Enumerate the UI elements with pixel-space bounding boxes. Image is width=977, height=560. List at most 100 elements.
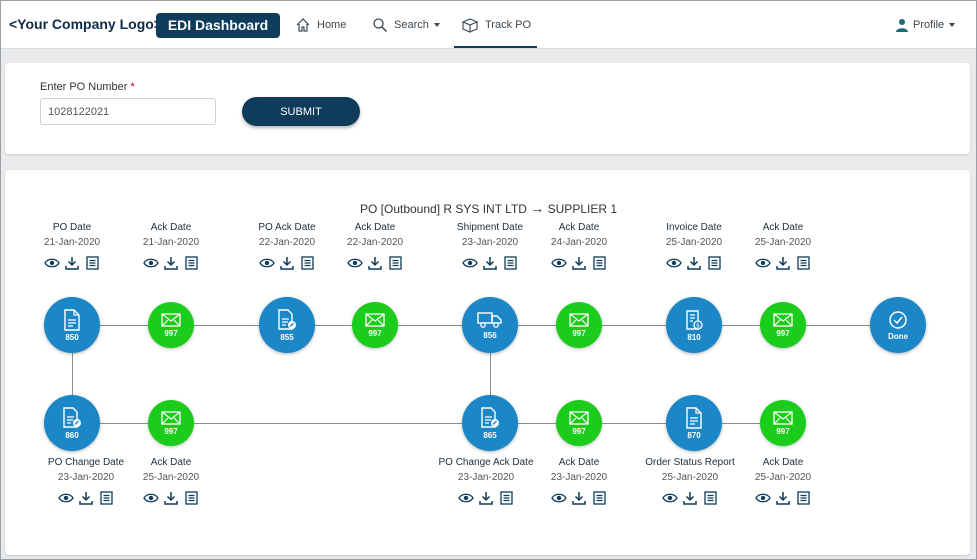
document-icon[interactable] [502,256,518,270]
bottom-node-5[interactable]: 997 [760,400,806,446]
eye-icon[interactable] [143,491,159,505]
nav-profile-label: Profile [913,18,945,31]
eye-icon[interactable] [551,256,567,270]
bottom-node-3[interactable]: 997 [556,400,602,446]
eye-icon[interactable] [462,256,478,270]
document-icon[interactable] [183,256,199,270]
document-icon[interactable] [498,491,514,505]
top-node-3[interactable]: 997 [352,302,398,348]
eye-icon[interactable] [662,491,678,505]
bottom-node-4[interactable]: 870 [666,395,722,451]
eye-icon[interactable] [666,256,682,270]
top-node-2[interactable]: 855 [259,297,315,353]
bottom-stage-1: Ack Date 25-Jan-2020 [111,456,231,505]
document-icon[interactable] [795,491,811,505]
document-icon[interactable] [84,256,100,270]
check-icon [888,310,908,330]
download-icon[interactable] [163,256,179,270]
po-number-input[interactable] [40,98,216,125]
download-icon[interactable] [279,256,295,270]
download-icon[interactable] [64,256,80,270]
node-code: 997 [776,328,790,338]
envelope-icon [365,312,385,327]
app-brand[interactable]: EDI Dashboard [156,13,280,38]
node-code: 860 [65,430,79,440]
download-icon[interactable] [775,256,791,270]
bottom-stage-2: PO Change Ack Date 23-Jan-2020 [426,456,546,505]
nav-search[interactable]: Search [372,1,440,48]
stage-date: 25-Jan-2020 [754,237,812,248]
document-icon[interactable] [387,256,403,270]
document-icon[interactable] [183,491,199,505]
top-node-5[interactable]: 997 [556,302,602,348]
download-icon[interactable] [686,256,702,270]
top-node-8[interactable]: Done [870,297,926,353]
download-icon[interactable] [482,256,498,270]
download-icon[interactable] [571,491,587,505]
envelope-icon [569,312,589,327]
nav-home-label: Home [317,18,347,31]
download-icon[interactable] [571,256,587,270]
stage-date: 23-Jan-2020 [550,472,608,483]
stage-actions [519,256,639,270]
top-node-1[interactable]: 997 [148,302,194,348]
document-edit-icon [61,406,83,429]
stage-actions [426,491,546,505]
download-icon[interactable] [478,491,494,505]
submit-button[interactable]: SUBMIT [242,97,360,126]
document-icon[interactable] [702,491,718,505]
nav-home[interactable]: Home [295,1,346,48]
top-node-0[interactable]: 850 [44,297,100,353]
nav-profile[interactable]: Profile [895,1,956,48]
top-node-6[interactable]: $810 [666,297,722,353]
bottom-stage-5: Ack Date 25-Jan-2020 [723,456,843,505]
top-node-4[interactable]: 856 [462,297,518,353]
eye-icon[interactable] [44,256,60,270]
document-icon[interactable] [795,256,811,270]
download-icon[interactable] [78,491,94,505]
eye-icon[interactable] [143,256,159,270]
stage-actions [519,491,639,505]
node-code: 997 [368,328,382,338]
company-logo[interactable]: <Your Company Logo> [9,16,162,32]
download-icon[interactable] [775,491,791,505]
document-icon[interactable] [706,256,722,270]
po-number-label: Enter PO Number * [40,81,135,93]
stage-date: 22-Jan-2020 [258,237,316,248]
top-node-7[interactable]: 997 [760,302,806,348]
flow-title: PO [Outbound] R SYS INT LTD → SUPPLIER 1 [359,200,618,216]
eye-icon[interactable] [259,256,275,270]
stage-label: PO Ack Date [258,222,316,233]
envelope-icon [773,312,793,327]
bottom-node-1[interactable]: 997 [148,400,194,446]
node-code: 870 [687,430,701,440]
bottom-node-2[interactable]: 865 [462,395,518,451]
stage-date: 25-Jan-2020 [142,472,200,483]
top-stage-6: Invoice Date 25-Jan-2020 [634,221,754,270]
eye-icon[interactable] [551,491,567,505]
eye-icon[interactable] [458,491,474,505]
download-icon[interactable] [163,491,179,505]
user-icon [896,18,908,32]
eye-icon[interactable] [58,491,74,505]
stage-label: Order Status Report [645,457,735,468]
eye-icon[interactable] [347,256,363,270]
po-tracking-panel [5,170,970,555]
document-icon[interactable] [299,256,315,270]
eye-icon[interactable] [755,256,771,270]
download-icon[interactable] [367,256,383,270]
node-code: 850 [65,332,79,342]
bottom-node-0[interactable]: 860 [44,395,100,451]
stage-date: 22-Jan-2020 [346,237,404,248]
stage-actions [26,491,146,505]
document-icon[interactable] [591,491,607,505]
download-icon[interactable] [682,491,698,505]
document-icon[interactable] [591,256,607,270]
node-code: 856 [483,330,497,340]
document-edit-icon [276,308,298,331]
top-stage-7: Ack Date 25-Jan-2020 [723,221,843,270]
eye-icon[interactable] [755,491,771,505]
stage-date: 23-Jan-2020 [57,472,115,483]
nav-track-po[interactable]: Track PO [461,1,531,48]
document-icon[interactable] [98,491,114,505]
